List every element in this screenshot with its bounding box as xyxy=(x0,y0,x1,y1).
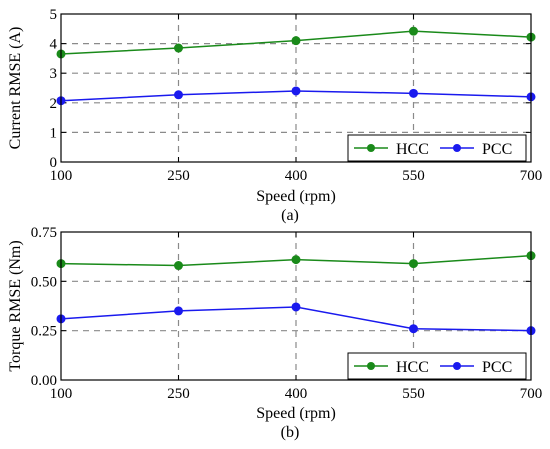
y-axis-label: Torque RMSE (Nm) xyxy=(7,240,24,371)
x-axis-label: Speed (rpm) xyxy=(256,405,336,422)
chart-a: 0 1 2 3 4 5 100 250 400 550 700 Speed (rpm) Current … xyxy=(7,7,542,224)
data-point-pcc xyxy=(174,90,183,100)
legend-label-hcc: HCC xyxy=(396,359,429,376)
data-point-hcc xyxy=(409,259,418,269)
x-tick-label: 100 xyxy=(50,168,73,184)
x-tick-label: 400 xyxy=(285,168,308,184)
y-tick-label: 0.75 xyxy=(31,225,57,241)
y-tick-label: 4 xyxy=(50,37,58,53)
y-axis-label: Current RMSE (A) xyxy=(7,27,24,150)
data-point-hcc xyxy=(409,26,418,36)
data-point-pcc xyxy=(409,324,418,334)
x-tick-label: 700 xyxy=(520,168,543,184)
y-tick-label: 0.25 xyxy=(31,324,57,340)
data-point-pcc xyxy=(409,88,418,98)
data-point-hcc xyxy=(291,36,301,46)
legend-label-pcc: PCC xyxy=(482,359,512,376)
panel-caption: (a) xyxy=(281,207,299,224)
y-tick-label: 5 xyxy=(50,7,58,23)
data-point-pcc xyxy=(291,86,301,96)
legend-label-pcc: PCC xyxy=(482,141,512,158)
data-point-hcc xyxy=(291,255,301,265)
y-tick-label: 1 xyxy=(50,125,58,141)
data-point-hcc xyxy=(174,43,183,53)
legend-swatch-marker xyxy=(367,144,375,152)
data-point-pcc xyxy=(291,302,301,312)
x-axis-label: Speed (rpm) xyxy=(256,188,336,205)
y-tick-label: 2 xyxy=(50,96,58,112)
x-tick-label: 550 xyxy=(402,168,425,184)
data-point-pcc xyxy=(174,306,183,316)
x-tick-label: 250 xyxy=(167,386,190,402)
chart-b: 0.00 0.25 0.50 0.75 100 250 400 550 700 Speed (rp… xyxy=(7,225,542,441)
legend-swatch-marker xyxy=(453,362,461,370)
x-tick-label: 100 xyxy=(50,386,73,402)
x-tick-label: 550 xyxy=(402,386,425,402)
x-tick-label: 700 xyxy=(520,386,543,402)
y-tick-label: 3 xyxy=(50,66,58,82)
panel-caption: (b) xyxy=(281,424,300,441)
plot-frame xyxy=(60,231,532,381)
y-tick-label: 0.50 xyxy=(31,274,57,290)
y-tick-label: 0 xyxy=(50,155,58,171)
legend-swatch-marker xyxy=(367,362,375,370)
legend-swatch-marker xyxy=(453,144,461,152)
x-tick-label: 400 xyxy=(285,386,308,402)
data-point-hcc xyxy=(174,261,183,271)
y-tick-label: 0.00 xyxy=(31,373,57,389)
plot-frame xyxy=(60,13,532,163)
legend-label-hcc: HCC xyxy=(396,141,429,158)
x-tick-label: 250 xyxy=(167,168,190,184)
